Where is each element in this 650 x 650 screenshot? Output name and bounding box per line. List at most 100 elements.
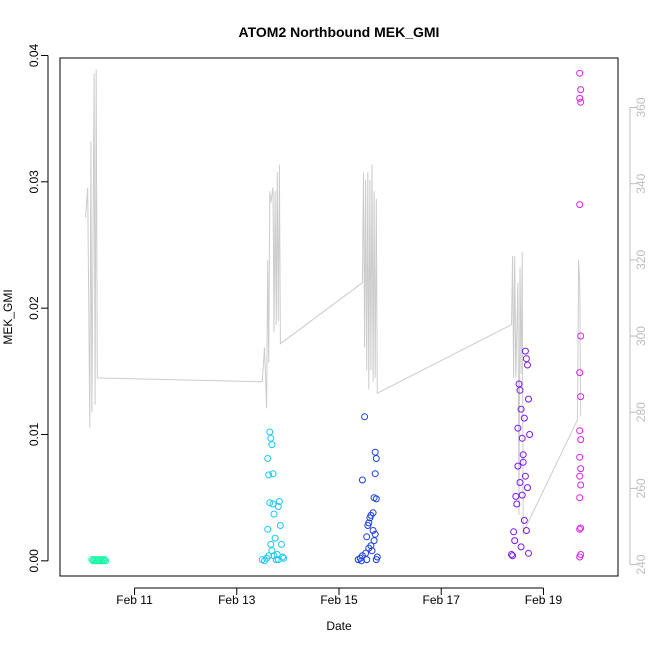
data-point	[265, 552, 273, 560]
data-point	[513, 500, 521, 508]
x-axis-label: Date	[326, 619, 352, 633]
data-point	[275, 498, 283, 505]
data-point	[514, 424, 522, 432]
data-point	[369, 509, 377, 517]
y2-tick-label: 280	[634, 402, 648, 422]
y2-tick-label: 360	[634, 97, 648, 117]
data-point	[576, 94, 584, 102]
y-tick-label: 0.02	[27, 296, 41, 320]
y-axis-label: MEK_GMI	[1, 289, 15, 344]
x-tick-label: Feb 19	[525, 593, 563, 607]
data-point	[577, 436, 585, 444]
data-point	[102, 557, 110, 565]
data-point	[371, 530, 379, 538]
y-tick-label: 0.00	[27, 549, 41, 573]
data-point	[99, 556, 107, 564]
data-point	[576, 427, 584, 435]
data-point	[372, 455, 380, 462]
data-point	[365, 544, 373, 552]
y2-tick-label: 260	[634, 478, 648, 498]
data-point	[267, 540, 275, 548]
data-point	[524, 361, 531, 369]
data-point	[522, 527, 530, 534]
point-group-2	[258, 428, 288, 565]
data-point	[265, 471, 273, 479]
data-point	[357, 557, 365, 565]
line-series	[85, 69, 582, 535]
y-tick-label: 0.03	[27, 170, 41, 194]
data-point	[508, 551, 515, 558]
data-point	[517, 405, 525, 413]
data-point	[509, 552, 517, 560]
data-point	[361, 413, 369, 421]
data-point	[577, 465, 585, 473]
data-point	[363, 533, 371, 541]
x-tick-label: Feb 15	[320, 593, 358, 607]
data-point	[369, 527, 377, 534]
data-point	[97, 556, 104, 564]
data-point	[525, 395, 532, 403]
data-point	[270, 510, 278, 518]
data-point	[264, 525, 272, 533]
data-point	[521, 472, 529, 480]
data-point	[101, 556, 109, 564]
y-axis: 0.00 0.01 0.02 0.03 0.04	[27, 43, 49, 573]
data-point	[266, 428, 274, 436]
data-point	[521, 347, 529, 355]
data-point	[269, 470, 277, 478]
data-point	[524, 484, 531, 492]
data-point	[577, 481, 585, 489]
x-tick-label: Feb 17	[423, 593, 461, 607]
data-point	[576, 494, 584, 502]
data-point	[516, 386, 524, 394]
data-point	[576, 453, 584, 461]
y2-tick-label: 320	[634, 250, 648, 270]
y2-tick-label: 240	[634, 554, 648, 574]
data-point	[278, 540, 285, 548]
data-point	[358, 476, 366, 484]
data-point	[577, 98, 585, 106]
x-tick-label: Feb 11	[116, 593, 153, 607]
data-point	[266, 499, 274, 507]
data-point	[274, 556, 282, 564]
x-tick-label: Feb 13	[218, 593, 256, 607]
data-point	[518, 491, 526, 499]
chart-title: ATOM2 Northbound MEK_GMI	[239, 24, 440, 40]
data-point	[577, 86, 585, 94]
data-point	[371, 448, 379, 456]
point-group-4	[508, 347, 534, 560]
data-point	[276, 522, 284, 529]
data-point	[576, 553, 584, 561]
data-point	[363, 556, 371, 564]
plot-frame	[59, 57, 619, 577]
data-point	[525, 549, 532, 557]
data-point	[576, 369, 584, 377]
point-group-3	[354, 413, 381, 565]
data-point	[372, 495, 380, 503]
y2-tick-label: 340	[634, 173, 648, 193]
data-point	[272, 556, 280, 564]
data-point	[98, 557, 105, 565]
data-point	[364, 522, 372, 529]
data-point	[520, 516, 528, 524]
data-point	[514, 462, 522, 470]
data-point	[576, 201, 584, 209]
data-point	[511, 537, 519, 545]
data-point	[270, 552, 278, 560]
data-point	[271, 534, 279, 542]
data-point	[268, 441, 276, 449]
y-tick-label: 0.01	[27, 422, 41, 446]
data-point	[577, 393, 585, 401]
data-point	[371, 470, 379, 478]
data-point	[576, 69, 584, 77]
data-point	[576, 525, 584, 533]
data-point	[577, 332, 585, 340]
data-point	[100, 557, 108, 565]
y2-axis: 240 260 280 300 320 340 360	[629, 97, 648, 575]
point-series	[88, 69, 585, 565]
data-point	[576, 472, 584, 480]
data-point	[264, 455, 272, 462]
y2-tick-label: 300	[634, 326, 648, 346]
data-point	[577, 524, 585, 532]
